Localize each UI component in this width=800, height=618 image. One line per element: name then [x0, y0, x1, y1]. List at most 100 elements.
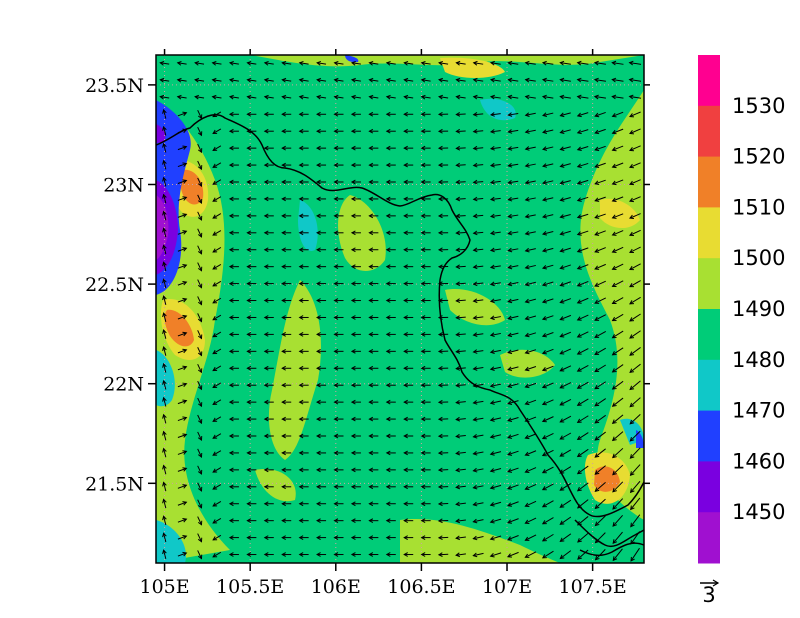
wind-arrowhead [611, 129, 617, 135]
wind-arrowhead [507, 417, 513, 422]
wind-arrowhead [524, 60, 530, 66]
wind-arrowhead [455, 111, 461, 117]
wind-arrowhead [263, 264, 269, 270]
wind-arrowhead [437, 552, 443, 557]
wind-arrowhead [576, 197, 582, 202]
lat-label: 23.5N [85, 75, 144, 97]
wind-arrowhead [629, 300, 634, 305]
wind-arrowhead [385, 382, 391, 388]
wind-arrowhead [298, 535, 304, 540]
wind-arrowhead [162, 227, 167, 233]
wind-arrowhead [197, 520, 203, 526]
wind-arrowhead [246, 348, 252, 354]
wind-arrow [577, 331, 589, 338]
wind-arrow [490, 316, 501, 319]
wind-arrowhead [385, 230, 391, 236]
contour-shading [156, 55, 644, 563]
wind-arrow [473, 214, 484, 217]
wind-arrow [542, 433, 554, 439]
wind-arrow [612, 548, 623, 561]
colorbar-label: 1510 [732, 195, 785, 219]
wind-arrowhead [629, 317, 635, 322]
wind-arrowhead [228, 552, 234, 557]
vector-reference: 3 [700, 579, 720, 607]
wind-arrow [473, 113, 484, 116]
wind-arrow [612, 111, 624, 117]
wind-arrowhead [212, 519, 218, 524]
wind-arrowhead [368, 145, 374, 151]
wind-arrow [177, 417, 187, 422]
wind-arrowhead [246, 416, 252, 422]
lon-label: 107.5E [558, 576, 626, 598]
wind-arrowhead [524, 94, 530, 100]
wind-arrowhead [316, 298, 321, 303]
colorbar-box [698, 105, 720, 158]
wind-arrowhead [182, 399, 188, 404]
wind-arrow [163, 482, 167, 492]
wind-arrow [490, 535, 502, 540]
wind-arrow [197, 177, 202, 187]
wind-arrowhead [472, 450, 478, 456]
colorbar-label: 1460 [732, 449, 785, 473]
wind-arrowhead [489, 129, 495, 134]
wind-arrowhead [246, 213, 252, 219]
wind-arrow [197, 109, 202, 119]
wind-arrowhead [316, 332, 321, 337]
wind-arrowhead [472, 230, 478, 236]
wind-arrowhead [162, 295, 167, 301]
wind-arrow [490, 383, 502, 387]
wind-arrowhead [212, 163, 218, 168]
wind-arrowhead [246, 467, 252, 473]
wind-arrowhead [594, 555, 600, 561]
wind-arrowhead [403, 535, 408, 540]
wind-arrow [456, 468, 466, 471]
wind-arrow [542, 315, 554, 320]
wind-arrow [177, 298, 187, 303]
wind-arrow [177, 349, 187, 354]
wind-arrowhead [489, 230, 495, 236]
wind-arrowhead [472, 433, 478, 439]
wind-arrowhead [559, 418, 565, 423]
wind-arrowhead [611, 214, 617, 219]
wind-arrowhead [350, 60, 356, 66]
wind-arrowhead [212, 316, 218, 321]
wind-arrow [612, 62, 624, 65]
wind-arrowhead [197, 182, 203, 188]
wind-arrow [212, 162, 222, 168]
wind-arrowhead [385, 94, 391, 100]
wind-arrowhead [162, 125, 167, 131]
wind-arrowhead [162, 159, 167, 165]
wind-arrowhead [403, 298, 408, 303]
wind-arrow [595, 162, 606, 168]
wind-arrowhead [162, 312, 167, 318]
wind-arrow [629, 128, 641, 134]
wind-arrowhead [162, 193, 167, 199]
wind-arrowhead [316, 111, 321, 117]
wind-arrow [629, 111, 641, 118]
wind-arrow [525, 96, 536, 99]
wind-arrow [542, 129, 554, 133]
wind-arrowhead [612, 539, 618, 544]
wind-arrowhead [281, 247, 286, 253]
wind-arrow [594, 381, 607, 390]
wind-arrowhead [437, 179, 443, 185]
wind-arrowhead [611, 231, 617, 236]
wind-arrowhead [162, 278, 167, 284]
wind-arrowhead [472, 77, 478, 83]
wind-arrowhead [162, 329, 167, 335]
wind-arrow [197, 211, 202, 221]
wind-arrowhead [333, 128, 339, 134]
wind-arrowhead [298, 264, 304, 270]
wind-arrowhead [368, 484, 374, 490]
wind-arrow [473, 181, 484, 183]
wind-arrow [212, 348, 222, 355]
wind-arrowhead [403, 433, 408, 439]
wind-arrow [577, 196, 589, 202]
wind-arrowhead [594, 419, 600, 424]
wind-arrowhead [246, 264, 252, 270]
wind-arrowhead [403, 332, 408, 337]
wind-arrowhead [316, 399, 321, 405]
wind-arrow [456, 553, 466, 556]
colorbar-box [698, 207, 720, 259]
wind-arrowhead [594, 470, 600, 475]
